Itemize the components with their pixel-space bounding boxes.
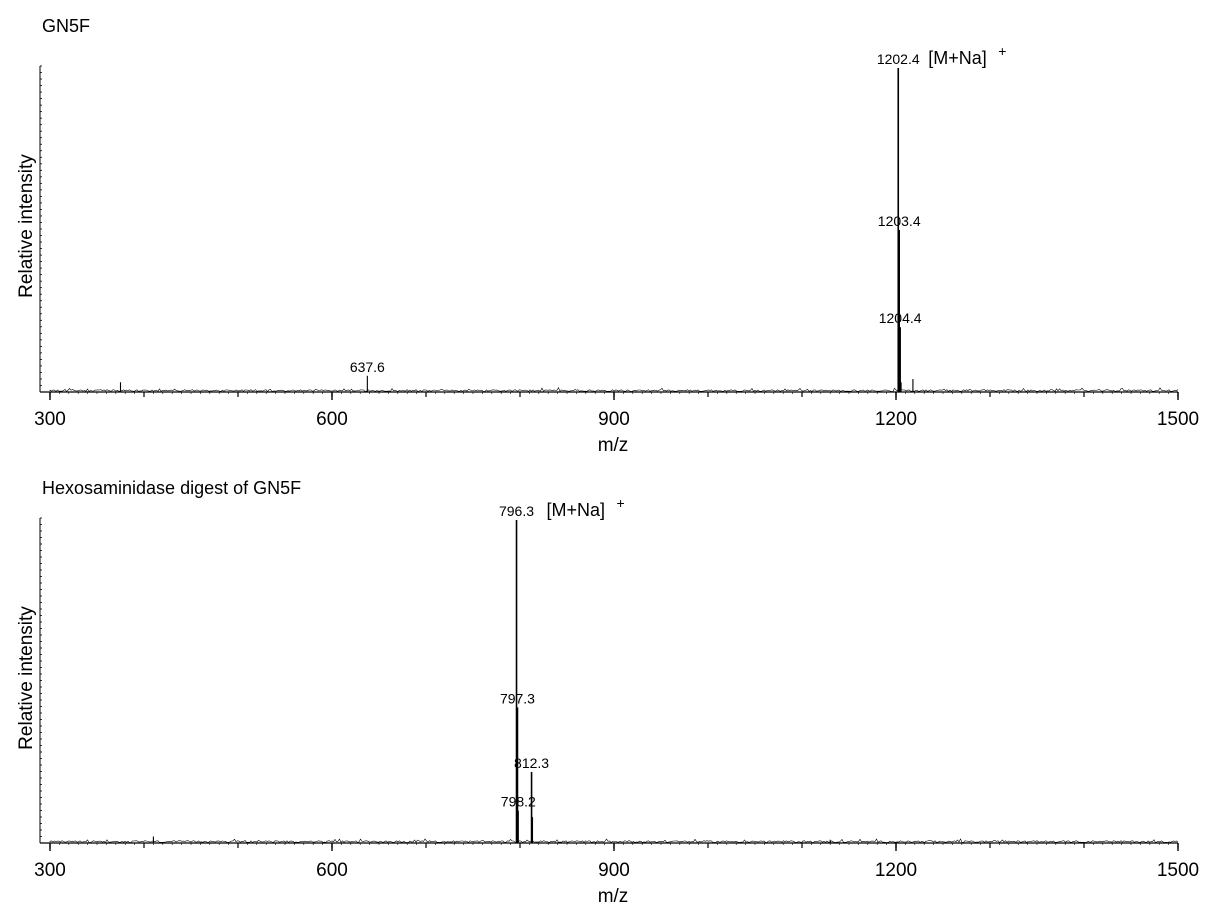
x-tick-label: 600 — [316, 860, 348, 881]
x-tick-label: 1200 — [875, 860, 917, 881]
peak-label: 1204.4 — [879, 310, 922, 326]
chart-title: Hexosaminidase digest of GN5F — [42, 478, 301, 498]
y-minor-ticks — [40, 517, 42, 844]
y-minor-ticks — [40, 65, 42, 393]
peak-annotation: [M+Na] — [928, 48, 987, 68]
peak-labels: 637.6 1202.4 [M+Na] +1203.4 1204.4 — [350, 43, 1007, 375]
baseline-noise — [49, 838, 1179, 843]
peak-label: 637.6 — [350, 359, 385, 375]
peak-annotation-superscript: + — [617, 495, 625, 511]
baseline-noise — [49, 387, 1179, 393]
spectrum-panel-digest: Hexosaminidase digest of GN5F Relative i… — [16, 478, 1199, 907]
x-tick-label: 300 — [34, 409, 66, 430]
chart-title: GN5F — [42, 16, 90, 36]
x-tick-label: 600 — [316, 409, 348, 430]
y-axis-title: Relative intensity — [16, 606, 37, 750]
x-tick-label: 900 — [598, 409, 630, 430]
x-tick-label: 1200 — [875, 409, 917, 430]
x-tick-labels: 300 600 900 1200 1500 — [34, 409, 1199, 430]
x-tick-label: 300 — [34, 860, 66, 881]
x-ticks — [49, 392, 1179, 400]
x-axis-title: m/z — [598, 886, 629, 907]
spectrum-panel-gn5f: GN5F Relative intensity m/z 300 600 900 120… — [16, 16, 1199, 456]
x-tick-label: 1500 — [1157, 409, 1199, 430]
x-tick-label: 1500 — [1157, 860, 1199, 881]
x-axis-title: m/z — [598, 435, 629, 456]
peak-label: 812.3 — [514, 755, 549, 771]
y-axis-title: Relative intensity — [16, 154, 37, 298]
peak-label: 798.2 — [501, 794, 536, 810]
x-tick-label: 900 — [598, 860, 630, 881]
peak-label: 1202.4 — [877, 51, 920, 67]
peak-label: 796.3 — [499, 503, 534, 519]
peaks — [119, 68, 914, 392]
x-tick-labels: 300 600 900 1200 1500 — [34, 860, 1199, 881]
peak-annotation: [M+Na] — [547, 500, 606, 520]
peaks — [152, 520, 831, 843]
peak-label: 797.3 — [500, 690, 535, 706]
peak-labels: 796.3 [M+Na] +797.3 798.2 812.3 — [499, 495, 625, 810]
peak-label: 1203.4 — [878, 213, 921, 229]
baseline-noise-trace — [49, 387, 1179, 393]
peak-annotation-superscript: + — [998, 43, 1006, 59]
x-ticks — [49, 843, 1179, 851]
baseline-noise-trace — [49, 838, 1179, 843]
